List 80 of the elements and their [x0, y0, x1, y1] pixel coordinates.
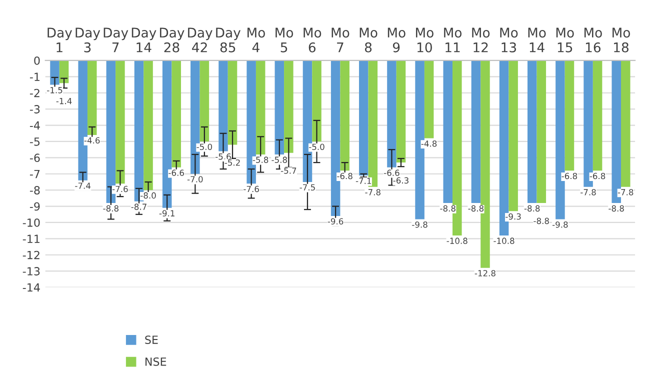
y-tick-label: -12	[22, 250, 40, 260]
x-tick-label: Day 42	[188, 28, 212, 52]
data-label: -6.6	[168, 170, 184, 176]
x-tick-label: Mo 6	[304, 28, 322, 52]
data-label: -5.0	[196, 144, 212, 150]
x-tick-label: Mo 12	[472, 28, 490, 52]
x-tick-label: Mo 18	[612, 28, 630, 52]
data-label: -6.8	[590, 172, 606, 180]
y-tick-label: -9	[30, 202, 40, 211]
data-label: -5.8	[272, 156, 287, 163]
x-tick-label: Mo 4	[248, 28, 265, 52]
x-tick-label: Mo 8	[360, 28, 378, 52]
x-tick-label: Day 7	[104, 28, 128, 52]
x-tick-label: Mo 13	[500, 28, 518, 52]
data-label: -1.4	[56, 98, 72, 104]
data-label: -6.6	[384, 170, 400, 176]
data-label: -9.3	[506, 213, 521, 220]
data-label: -1.5	[47, 87, 62, 94]
y-tick-label: -10	[22, 218, 40, 227]
x-tick-label: Day 3	[76, 28, 100, 52]
data-label: -12.8	[474, 270, 496, 276]
x-tick-label: Mo 9	[388, 28, 406, 52]
data-label: -5.7	[280, 168, 296, 174]
data-label: -5.8	[252, 156, 268, 163]
data-label: -5.2	[224, 159, 240, 166]
data-label: -8.8	[524, 205, 540, 212]
data-label: -9.8	[412, 221, 428, 228]
data-label: -6.3	[393, 177, 408, 184]
y-tick-label: -1	[30, 72, 40, 81]
data-label: -7.8	[365, 189, 380, 196]
data-label: -9.1	[159, 210, 174, 216]
legend-label: NSE	[146, 357, 166, 366]
y-tick-label: -13	[22, 267, 40, 276]
data-label: -7.8	[580, 189, 596, 196]
data-label: -7.0	[187, 176, 203, 182]
data-label: -8.8	[534, 218, 549, 224]
data-label: -8.8	[103, 205, 118, 212]
x-tick-label: Mo 15	[556, 28, 574, 52]
data-label: -8.8	[440, 205, 456, 212]
x-tick-label: Mo 14	[528, 28, 546, 52]
data-label: -7.1	[356, 178, 372, 184]
y-tick-label: -4	[30, 121, 40, 130]
data-label: -7.6	[112, 186, 128, 192]
data-label: -9.8	[552, 221, 568, 228]
x-tick-label: Mo 16	[584, 28, 602, 52]
data-label: -6.8	[562, 172, 578, 180]
data-label: -7.6	[244, 186, 259, 192]
x-tick-label: Mo 11	[444, 28, 462, 52]
data-label: -10.8	[494, 238, 514, 244]
data-label: -8.8	[468, 205, 484, 212]
y-tick-label: -5	[30, 138, 40, 146]
y-tick-label: -8	[30, 186, 40, 194]
x-tick-label: Day 85	[216, 28, 241, 52]
y-tick-label: -3	[30, 105, 40, 114]
data-label: -7.8	[618, 189, 634, 196]
x-tick-label: Mo 10	[416, 28, 434, 52]
y-tick-label: -7	[30, 170, 40, 178]
x-tick-label: Day 14	[132, 28, 156, 52]
data-label: -6.8	[337, 172, 352, 180]
x-tick-label: Mo 5	[276, 28, 294, 52]
x-tick-label: Day 28	[160, 28, 184, 52]
x-tick-label: Mo 7	[332, 28, 350, 52]
data-label: -7.5	[300, 184, 315, 191]
data-label: -4.8	[421, 140, 437, 147]
data-label: -5.6	[216, 153, 231, 160]
data-label: -8.0	[140, 192, 156, 199]
data-label: -10.8	[446, 238, 468, 244]
data-label: -8.7	[131, 204, 146, 210]
legend-label: SE	[145, 336, 158, 344]
data-label: -4.6	[84, 137, 100, 144]
y-tick-label: 0	[34, 56, 40, 65]
y-tick-label: -2	[30, 88, 40, 98]
data-label: -5.0	[309, 144, 324, 150]
data-label: -9.6	[328, 218, 344, 225]
data-label: -7.4	[75, 182, 91, 189]
y-tick-label: -14	[22, 283, 40, 292]
data-label: -8.8	[608, 205, 624, 212]
y-tick-label: -6	[30, 154, 40, 162]
x-tick-label: Day 1	[48, 28, 72, 52]
y-tick-label: -11	[22, 234, 40, 243]
